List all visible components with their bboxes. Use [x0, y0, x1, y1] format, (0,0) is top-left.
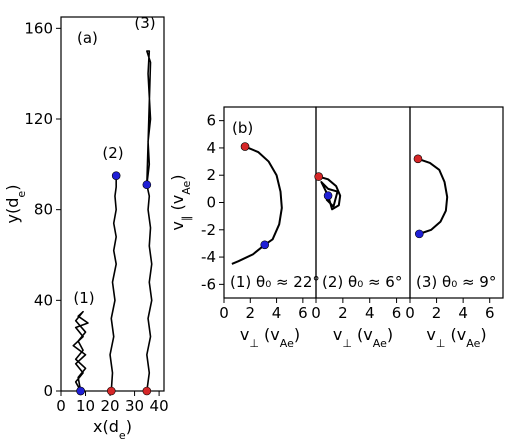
- x-tick-label-a: 10: [76, 397, 95, 415]
- start-marker-b2: [314, 172, 323, 181]
- start-marker-2: [106, 386, 116, 396]
- x-tick-label-a: 0: [56, 397, 66, 415]
- x-tick-label-b1: 6: [298, 304, 308, 322]
- x-tick-label-a: 20: [101, 397, 120, 415]
- trajectory-label-3: (3): [134, 14, 155, 32]
- start-marker-3: [142, 386, 152, 396]
- y-tick-label-a: 0: [43, 382, 53, 400]
- trajectory-line-1: [72, 310, 89, 392]
- y-tick-label-a: 160: [24, 19, 53, 37]
- end-marker-3: [142, 180, 152, 190]
- x-axis-title-a: x(de): [93, 417, 132, 440]
- trajectory-label-1: (1): [73, 289, 94, 307]
- x-axis-title-b1: v⊥ (vAe): [240, 325, 300, 350]
- x-tick-label-b1: 2: [246, 304, 256, 322]
- velocity-curve-1: [231, 145, 283, 265]
- end-marker-b3: [414, 229, 424, 239]
- x-tick-label-b3: 0: [405, 304, 415, 322]
- x-tick-label-b2: 2: [338, 304, 348, 322]
- trajectory-line-3: [146, 50, 153, 392]
- end-marker-b2: [323, 191, 333, 200]
- x-tick-label-b1: 4: [272, 304, 282, 322]
- y-tick-label-a: 40: [34, 291, 53, 309]
- theta-annotation-2: (2) θ₀ ≈ 6°: [322, 273, 402, 291]
- x-tick-label-b3: 4: [458, 304, 468, 322]
- x-tick-label-a: 40: [150, 397, 169, 415]
- theta-annotation-1: (1) θ₀ ≈ 22°: [230, 273, 320, 291]
- panel-label-b: (b): [232, 119, 253, 137]
- x-axis-title-b2: v⊥ (vAe): [333, 325, 393, 350]
- x-tick-label-b2: 6: [392, 304, 402, 322]
- theta-annotation-3: (3) θ₀ ≈ 9°: [416, 273, 496, 291]
- trajectory-line-2: [109, 175, 117, 392]
- end-marker-2: [111, 171, 121, 180]
- panel-a: 0 10 20 30 40 0 40 80 120 160 x(de) y(de) (a) (1) (2) (…: [3, 14, 169, 440]
- y-tick-label-b: 6: [206, 112, 216, 130]
- x-tick-label-b2: 0: [311, 304, 321, 322]
- trajectory-label-2: (2): [102, 144, 123, 162]
- y-tick-label-b: 4: [206, 139, 216, 157]
- y-tick-label-b: -6: [201, 275, 216, 293]
- end-marker-b1: [260, 240, 270, 250]
- x-tick-label-b2: 4: [365, 304, 375, 322]
- y-tick-label-b: -4: [201, 248, 216, 266]
- velocity-curve-3: [417, 157, 449, 235]
- plot-frame-b3: [409, 106, 504, 299]
- y-tick-label-b: -2: [201, 221, 216, 239]
- panel-label-a: (a): [77, 29, 98, 47]
- x-tick-label-b1: 0: [219, 304, 229, 322]
- end-marker-1: [76, 386, 85, 396]
- x-tick-label-b3: 6: [485, 304, 495, 322]
- x-tick-label-b3: 2: [432, 304, 442, 322]
- start-marker-b3: [413, 154, 423, 164]
- start-marker-b1: [240, 142, 250, 151]
- y-tick-label-b: 0: [206, 194, 216, 212]
- y-axis-title-a: y(de): [3, 185, 28, 224]
- x-axis-title-b3: v⊥ (vAe): [426, 325, 486, 350]
- x-tick-label-a: 30: [125, 397, 144, 415]
- y-tick-label-a: 120: [24, 110, 53, 128]
- y-tick-label-b: 2: [206, 166, 216, 184]
- y-tick-label-a: 80: [34, 201, 53, 219]
- y-axis-title-b: v∥ (vAe): [168, 174, 193, 230]
